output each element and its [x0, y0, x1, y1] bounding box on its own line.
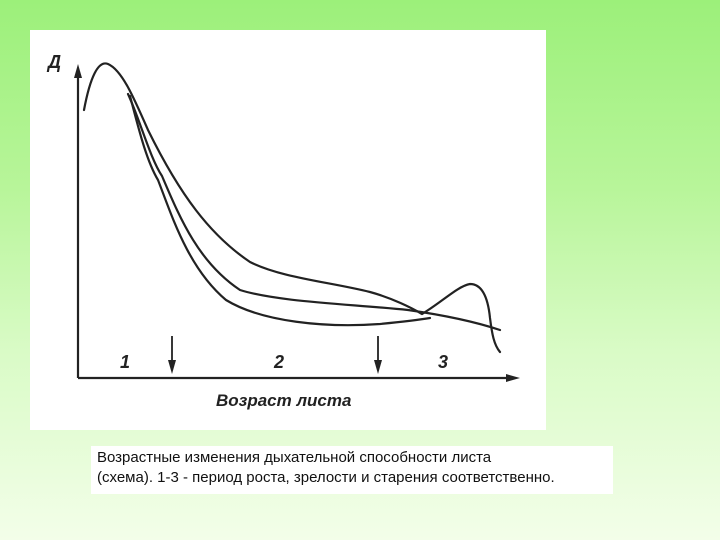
caption-line-2: (схема). 1-3 - период роста, зрелости и … — [97, 469, 555, 486]
x-axis-label: Возраст листа — [216, 391, 351, 410]
curve-middle — [126, 92, 502, 332]
figure-caption: Возрастные изменения дыхательной способн… — [91, 446, 613, 494]
y-axis-label: Д — [46, 52, 61, 72]
period-arrow-1 — [168, 336, 176, 374]
period-arrow-2 — [374, 336, 382, 374]
period-label-2: 2 — [273, 352, 284, 372]
period-label-1: 1 — [120, 352, 130, 372]
period-label-3: 3 — [438, 352, 448, 372]
y-axis-arrowhead — [74, 64, 82, 78]
caption-line-1: Возрастные изменения дыхательной способн… — [97, 449, 492, 466]
x-axis-arrowhead — [506, 374, 520, 382]
curve-main — [82, 62, 502, 354]
respiration-diagram: Д Возраст листа 1 2 3 — [46, 52, 520, 410]
figure-panel: Д Возраст листа 1 2 3 — [30, 30, 546, 430]
curve-lower — [128, 94, 432, 327]
